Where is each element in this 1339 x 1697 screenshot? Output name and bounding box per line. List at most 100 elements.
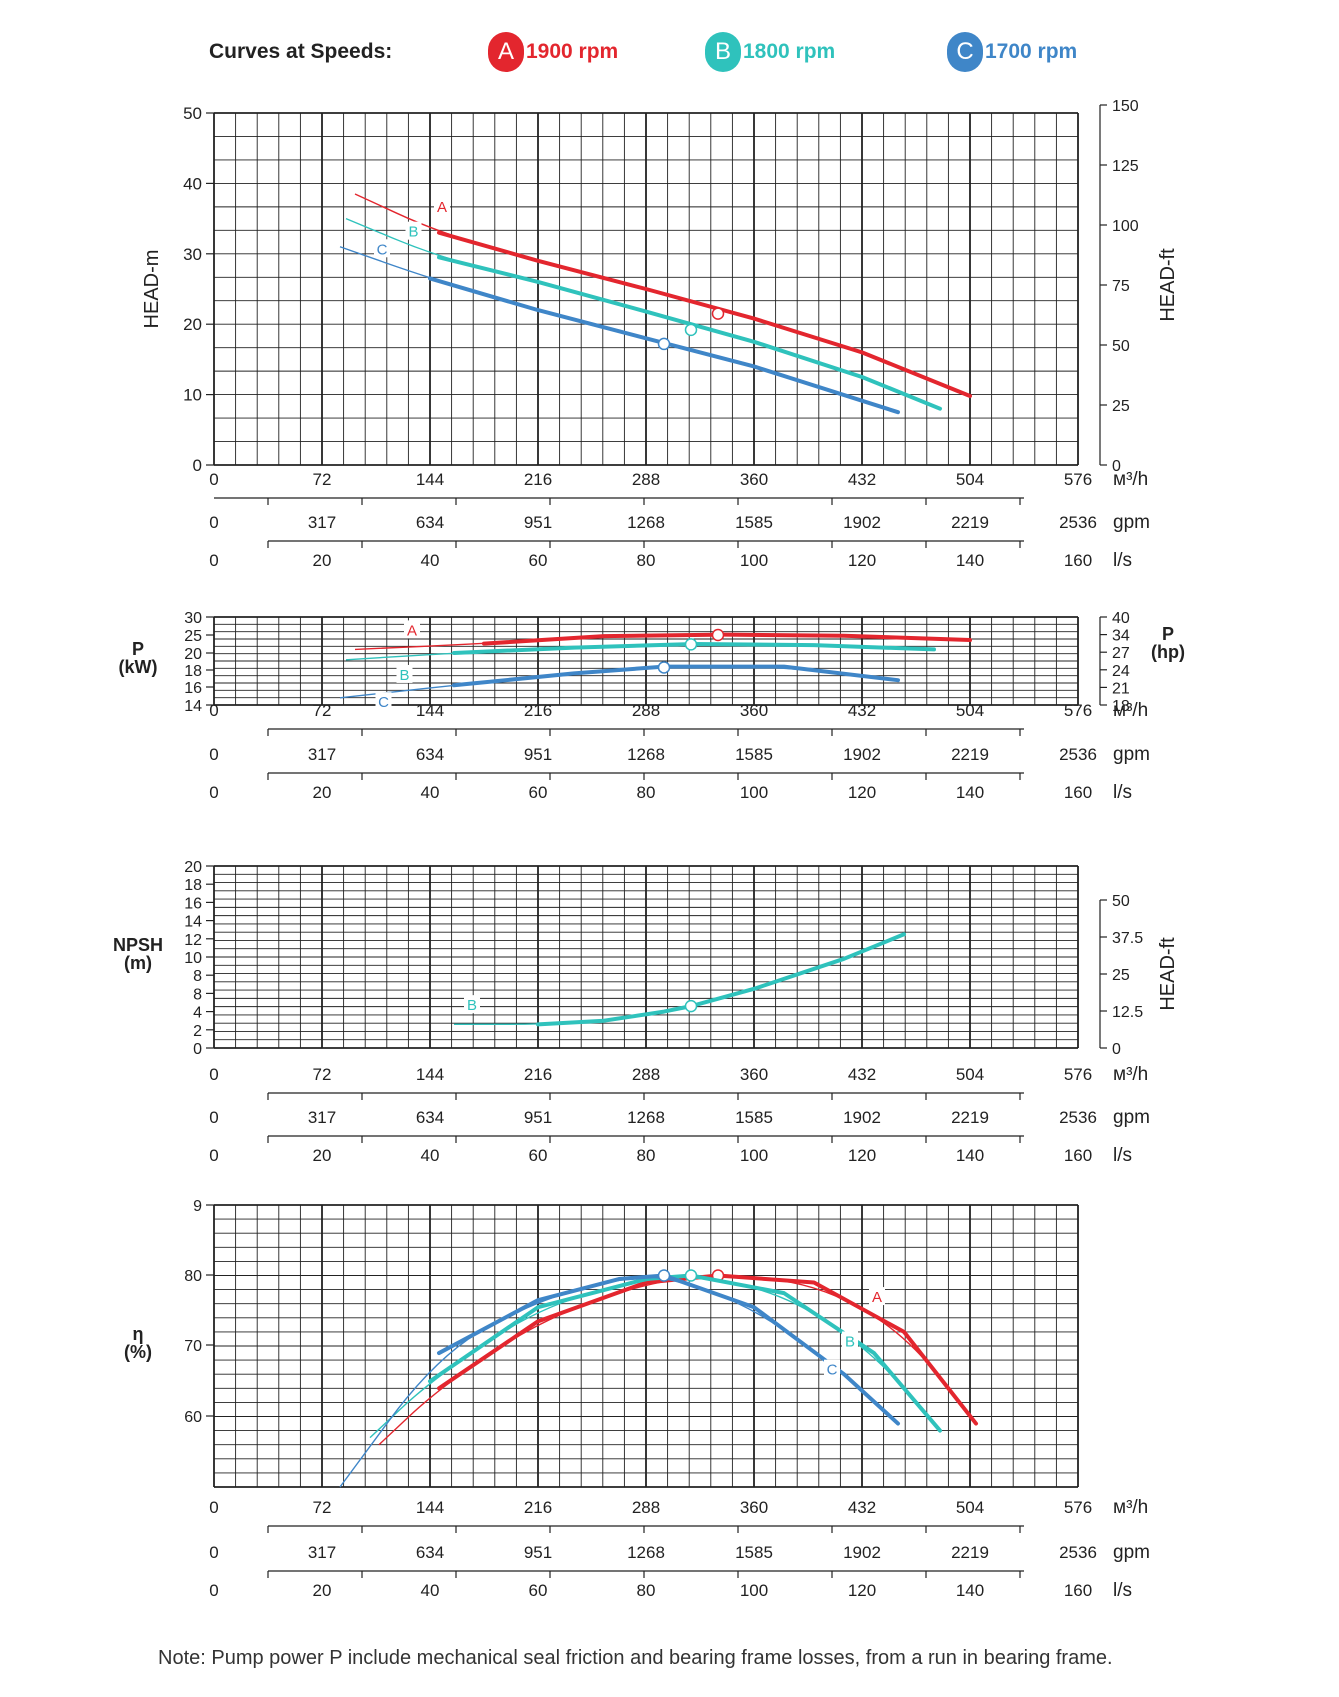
npsh-flow_ls-tick-label: 40 — [421, 1146, 440, 1165]
npsh-ytick-label: 8 — [193, 986, 202, 1003]
efficiency-ytick-label: 9 — [193, 1198, 202, 1215]
npsh-y2tick-label: 37.5 — [1112, 930, 1143, 947]
head-flow_gpm-tick-label: 0 — [209, 513, 218, 532]
npsh-flow_m3h-tick-label: 576 — [1064, 1065, 1092, 1084]
power-flow_gpm-tick-label: 2536 — [1059, 745, 1097, 764]
efficiency-curve-label-A: A — [872, 1289, 882, 1306]
npsh-y2tick-label: 50 — [1112, 893, 1130, 910]
power-flow_m3h-unit: м³/h — [1113, 700, 1148, 721]
npsh-flow_m3h-tick-label: 432 — [848, 1065, 876, 1084]
efficiency-ylabel: η — [133, 1324, 144, 1344]
power-flow_ls-tick-label: 60 — [529, 783, 548, 802]
power-y2tick-label: 21 — [1112, 680, 1130, 697]
head-curve-label-B: B — [408, 224, 418, 241]
power-curve-label-B: B — [399, 667, 409, 684]
power-flow_ls-tick-label: 140 — [956, 783, 984, 802]
npsh-flow_ls-tick-label: 20 — [313, 1146, 332, 1165]
efficiency-series-A-thin — [378, 1276, 977, 1446]
head-series-C — [428, 276, 900, 415]
power-flow_m3h-tick-label: 72 — [313, 701, 332, 720]
head-bep-marker-B — [684, 323, 698, 337]
efficiency-flow_m3h-tick-label: 576 — [1064, 1498, 1092, 1517]
efficiency-bep-marker-C — [657, 1269, 671, 1282]
power-flow_m3h-tick-label: 216 — [524, 701, 552, 720]
head-series-A — [437, 230, 972, 399]
chart-legend: Curves at Speeds: A 1900 rpm B 1800 rpm … — [0, 28, 1339, 74]
power-ytick-label: 16 — [184, 680, 202, 697]
efficiency-flow_ls-tick-label: 60 — [529, 1581, 548, 1600]
head-y2tick-label: 100 — [1112, 218, 1139, 235]
head-y2tick-label: 25 — [1112, 398, 1130, 415]
head-grid — [213, 112, 1079, 466]
npsh-flow_ls-tick-label: 60 — [529, 1146, 548, 1165]
power-ylabel: (kW) — [119, 657, 158, 677]
npsh-ytick-label: 20 — [184, 859, 202, 876]
head-flow_gpm-tick-label: 1585 — [735, 513, 773, 532]
npsh-flow_m3h-tick-label: 360 — [740, 1065, 768, 1084]
power-flow_ls-tick-label: 20 — [313, 783, 332, 802]
head-series-B-thin — [345, 217, 941, 410]
power-flow_ls-unit: l/s — [1113, 782, 1132, 803]
efficiency-flow_ls-tick-label: 160 — [1064, 1581, 1092, 1600]
chart-head: 0 10 20 30 40 50 HEAD-m 0 25 50 75 100 125 150 HEAD-ft… — [141, 98, 1179, 571]
npsh-flow_gpm-tick-label: 1268 — [627, 1108, 665, 1127]
npsh-flow_m3h-tick-label: 0 — [209, 1065, 218, 1084]
power-grid — [213, 616, 1079, 706]
head-bep-marker-A — [711, 307, 725, 320]
efficiency-flow_m3h-tick-label: 72 — [313, 1498, 332, 1517]
power-y2tick-label: 24 — [1112, 663, 1130, 680]
head-flow_ls-tick-label: 40 — [421, 551, 440, 570]
power-bep-marker-A — [711, 628, 725, 642]
npsh-flow_ls-tick-label: 0 — [209, 1146, 218, 1165]
efficiency-flow_ls-tick-label: 80 — [637, 1581, 656, 1600]
npsh-flow_ls-tick-label: 120 — [848, 1146, 876, 1165]
npsh-flow_m3h-tick-label: 216 — [524, 1065, 552, 1084]
npsh-y2tick-label: 0 — [1112, 1041, 1121, 1058]
footnote: Note: Pump power P include mechanical se… — [158, 1647, 1113, 1669]
legend-badge-c: C — [947, 32, 983, 72]
legend-title: Curves at Speeds: — [209, 40, 393, 63]
npsh-y2tick-label: 25 — [1112, 967, 1130, 984]
power-y2tick-label: 27 — [1112, 645, 1130, 662]
npsh-series-B — [536, 932, 906, 1027]
power-ytick-label: 30 — [184, 610, 202, 627]
power-flow_ls-tick-label: 100 — [740, 783, 768, 802]
efficiency-series-B-thin — [369, 1276, 941, 1439]
npsh-flow_m3h-tick-label: 72 — [313, 1065, 332, 1084]
head-flow_gpm-tick-label: 1268 — [627, 513, 665, 532]
npsh-grid — [213, 865, 1079, 1049]
efficiency-flow_ls-unit: l/s — [1113, 1580, 1132, 1601]
head-flow_m3h-tick-label: 360 — [740, 470, 768, 489]
head-y2label: HEAD-ft — [1157, 248, 1179, 322]
efficiency-flow_m3h-tick-label: 288 — [632, 1498, 660, 1517]
power-y2tick-label: 34 — [1112, 628, 1130, 645]
efficiency-flow_gpm-tick-label: 1902 — [843, 1543, 881, 1562]
head-flow_ls-tick-label: 20 — [313, 551, 332, 570]
head-bep-marker-C — [657, 337, 671, 351]
efficiency-flow_m3h-tick-label: 432 — [848, 1498, 876, 1517]
npsh-ytick-label: 18 — [184, 877, 202, 894]
power-flow_m3h-tick-label: 360 — [740, 701, 768, 720]
efficiency-flow_gpm-tick-label: 1268 — [627, 1543, 665, 1562]
power-flow_gpm-tick-label: 1902 — [843, 745, 881, 764]
npsh-ytick-label: 12 — [184, 932, 202, 949]
power-flow_ls-tick-label: 160 — [1064, 783, 1092, 802]
npsh-flow_gpm-unit: gpm — [1113, 1107, 1150, 1128]
power-flow_gpm-tick-label: 634 — [416, 745, 444, 764]
power-flow_ls-tick-label: 0 — [209, 783, 218, 802]
head-ytick-label: 30 — [183, 245, 202, 264]
power-flow_gpm-tick-label: 951 — [524, 745, 552, 764]
npsh-flow_gpm-tick-label: 0 — [209, 1108, 218, 1127]
legend-item-c: C 1700 rpm — [947, 32, 1077, 72]
npsh-flow_m3h-tick-label: 504 — [956, 1065, 984, 1084]
head-flow_ls-tick-label: 160 — [1064, 551, 1092, 570]
efficiency-flow_gpm-tick-label: 1585 — [735, 1543, 773, 1562]
npsh-flow_gpm-tick-label: 951 — [524, 1108, 552, 1127]
head-flow_gpm-tick-label: 317 — [308, 513, 336, 532]
power-ytick-label: 18 — [184, 663, 202, 680]
chart-npsh: 02488101214161820NPSH(m)012.52537.550HEA… — [113, 859, 1179, 1166]
efficiency-flow_gpm-tick-label: 2536 — [1059, 1543, 1097, 1562]
chart-efficiency: 60 70 80 9 η(%) 0 72 144 216 288 360 432 504 576 м³/h 0… — [124, 1198, 1150, 1601]
